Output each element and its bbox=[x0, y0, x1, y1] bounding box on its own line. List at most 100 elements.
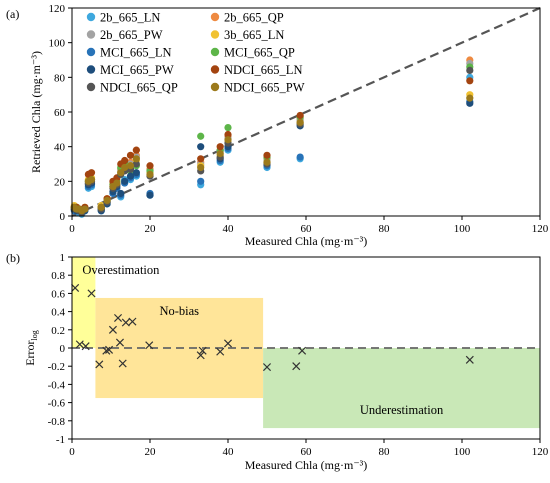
x-tick-label: 120 bbox=[532, 223, 549, 235]
legend-marker bbox=[210, 12, 220, 22]
data-point bbox=[146, 191, 154, 199]
legend-marker bbox=[86, 82, 96, 92]
legend-marker bbox=[210, 82, 220, 92]
legend-marker bbox=[86, 47, 96, 57]
x-tick-label: 20 bbox=[145, 223, 157, 235]
x-tick-label: 80 bbox=[379, 223, 391, 235]
legend-entry: NDCI_665_LN bbox=[224, 63, 302, 77]
series-NDCI_665_LN bbox=[70, 77, 474, 215]
error-point bbox=[292, 362, 301, 371]
x-marker-stroke bbox=[102, 346, 111, 355]
series-2b_665_LN bbox=[70, 73, 474, 218]
panel-b-label: (b) bbox=[6, 251, 20, 265]
legend-marker bbox=[86, 12, 96, 22]
data-point bbox=[126, 172, 135, 180]
panel-b-x-axis-label: Measured Chla (mg·m⁻³) bbox=[245, 458, 368, 472]
legend-entry: 2b_665_PW bbox=[100, 28, 163, 42]
data-point bbox=[132, 146, 140, 154]
legend-marker bbox=[210, 30, 220, 39]
x-tick-label: 40 bbox=[223, 223, 235, 235]
x-marker-stroke bbox=[196, 351, 205, 360]
legend-entry: NDCI_665_QP bbox=[100, 81, 178, 95]
panel-a-x-axis-label: Measured Chla (mg·m⁻³) bbox=[245, 234, 368, 248]
error-point bbox=[121, 318, 130, 327]
legend-marker bbox=[86, 65, 96, 74]
panel-b-ticks: 0 20 40 60 80 100 120 -1 -0.8 -0.6 -0.4 -0.2 0 0.2 0.4… bbox=[48, 252, 549, 458]
error-point bbox=[71, 283, 80, 292]
data-point bbox=[197, 143, 205, 151]
error-point bbox=[118, 359, 127, 368]
legend-marker bbox=[210, 65, 220, 74]
y-tick-label: 0 bbox=[60, 343, 66, 355]
data-point bbox=[216, 143, 224, 151]
y-tick-label: 100 bbox=[49, 38, 66, 50]
y-tick-label: -0.6 bbox=[48, 398, 66, 410]
data-point bbox=[113, 179, 121, 187]
x-marker-stroke bbox=[71, 283, 80, 292]
error-point bbox=[216, 347, 225, 356]
error-point bbox=[128, 317, 137, 326]
data-point bbox=[132, 169, 140, 177]
region-label: No-bias bbox=[159, 304, 199, 318]
data-point bbox=[197, 132, 205, 140]
legend-entry: 2b_665_QP bbox=[224, 11, 284, 25]
x-tick-label: 0 bbox=[69, 223, 75, 235]
x-tick-label: 60 bbox=[301, 223, 313, 235]
panel-a-points bbox=[70, 56, 474, 218]
panel-b-regions: Overestimation No-bias Underestimation bbox=[72, 257, 540, 429]
panel-a-legend: 2b_665_LN 2b_665_QP 2b_665_PW 3b_665_LN MCI_… bbox=[86, 11, 305, 95]
data-point bbox=[216, 150, 224, 158]
series-NDCI_665_PW bbox=[70, 94, 474, 215]
data-point bbox=[197, 155, 205, 163]
x-marker-stroke bbox=[115, 338, 124, 347]
region-overestimation bbox=[72, 257, 96, 348]
y-tick-label: 0.4 bbox=[51, 307, 65, 319]
error-point bbox=[115, 338, 124, 347]
x-marker-stroke bbox=[465, 355, 474, 364]
panel-a: (a) 0 20 40 60 80 100 120 0 20 40 60 80 100 120 2b_66… bbox=[6, 3, 549, 248]
region-label: Underestimation bbox=[360, 403, 444, 417]
data-point bbox=[224, 136, 232, 144]
x-marker-stroke bbox=[292, 362, 301, 371]
x-marker-stroke bbox=[223, 339, 233, 348]
y-tick-label: 0.8 bbox=[51, 270, 65, 282]
panel-b-points bbox=[71, 283, 474, 372]
x-marker-stroke bbox=[81, 342, 90, 351]
x-marker-stroke bbox=[108, 325, 117, 334]
x-tick-label: 0 bbox=[69, 446, 75, 458]
data-point bbox=[197, 177, 205, 185]
error-point bbox=[95, 360, 104, 369]
y-tick-label: 0.2 bbox=[51, 325, 65, 337]
y-tick-label: 120 bbox=[49, 3, 66, 15]
error-point bbox=[105, 345, 114, 354]
panel-a-plot-frame bbox=[71, 7, 541, 217]
legend-marker bbox=[210, 47, 220, 57]
legend-marker bbox=[86, 30, 96, 39]
y-tick-label: 20 bbox=[54, 176, 66, 188]
data-point bbox=[296, 118, 304, 126]
data-point bbox=[224, 130, 232, 139]
x-tick-label: 80 bbox=[379, 446, 391, 458]
data-point bbox=[126, 151, 135, 159]
data-point bbox=[121, 163, 129, 172]
y-tick-label: 80 bbox=[54, 72, 66, 84]
data-point bbox=[117, 169, 125, 177]
x-tick-label: 100 bbox=[454, 223, 471, 235]
x-tick-label: 40 bbox=[223, 446, 235, 458]
data-point bbox=[87, 176, 96, 184]
error-point bbox=[298, 346, 307, 355]
panel-b-y-axis-label-sub: log bbox=[30, 330, 39, 340]
data-point bbox=[296, 153, 304, 161]
panel-b-y-axis-label: Errorlog bbox=[23, 330, 39, 366]
x-marker-stroke bbox=[216, 347, 225, 356]
data-point bbox=[103, 196, 111, 204]
y-tick-label: -0.2 bbox=[48, 361, 65, 373]
data-point bbox=[224, 124, 232, 132]
y-tick-label: 0 bbox=[60, 211, 66, 223]
data-point bbox=[466, 66, 474, 74]
data-point bbox=[466, 94, 474, 102]
x-marker-stroke bbox=[87, 289, 96, 298]
error-point bbox=[102, 346, 111, 355]
panel-b: (b) Overestimation No-bias Underestimation… bbox=[6, 251, 549, 472]
